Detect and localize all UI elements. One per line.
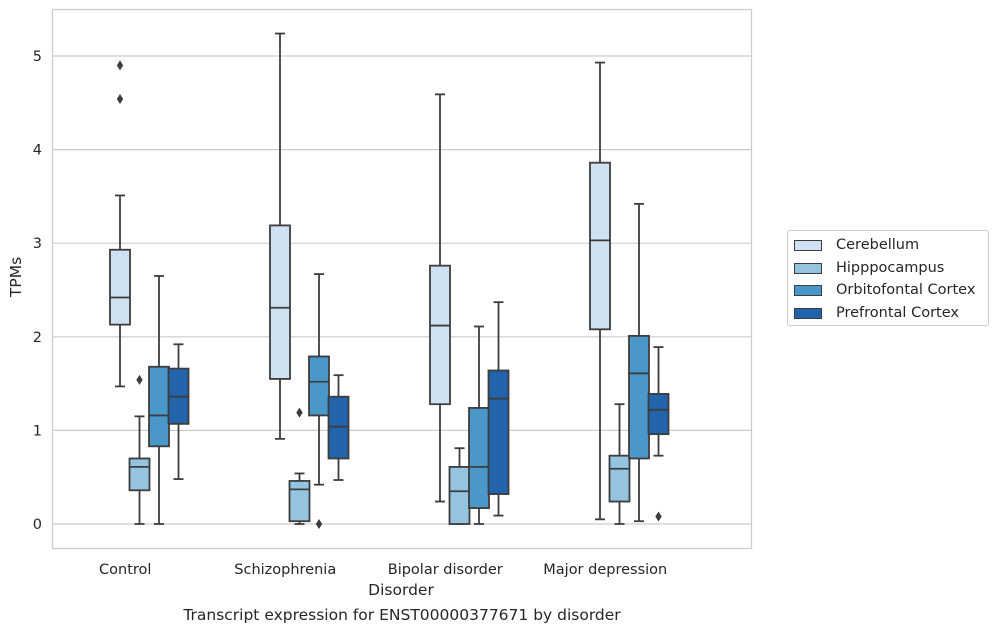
legend-swatch: [794, 284, 822, 296]
x-tick-label: Major depression: [543, 562, 667, 578]
box-iqr: [128, 457, 151, 492]
box-3-2: [628, 202, 650, 523]
x-axis-label: Disorder: [368, 581, 434, 599]
legend-label: Prefrontal Cortex: [836, 305, 959, 321]
box-iqr: [608, 454, 631, 503]
y-tick-label: 3: [33, 236, 42, 252]
box-iqr: [327, 395, 350, 460]
box-2-2: [468, 325, 490, 525]
box-iqr: [148, 365, 170, 448]
outlier-point: [116, 94, 124, 105]
box-3-3: [647, 346, 670, 522]
legend-item-hippocampus: Hipppocampus: [794, 258, 944, 278]
y-tick-label: 4: [33, 143, 42, 159]
box-iqr: [288, 480, 311, 523]
box-1-0: [269, 32, 291, 440]
y-tick-label: 2: [33, 330, 42, 346]
box-iqr: [109, 248, 131, 326]
legend-label: Cerebellum: [836, 237, 920, 253]
legend-swatch: [794, 262, 822, 274]
x-tick-label: Bipolar disorder: [388, 562, 503, 578]
legend-label: Hipppocampus: [836, 260, 945, 276]
legend-swatch: [794, 307, 822, 319]
box-0-0: [109, 60, 131, 388]
box-iqr: [628, 334, 650, 460]
legend-item-prefrontal-cortex: Prefrontal Cortex: [794, 303, 959, 323]
box-0-3: [167, 343, 190, 480]
box-iqr: [589, 161, 611, 331]
box-2-3: [487, 301, 510, 517]
chart-title: Transcript expression for ENST0000037767…: [183, 606, 621, 624]
box-1-2: [308, 273, 330, 529]
outlier-point: [315, 519, 323, 529]
box-iqr: [269, 224, 291, 380]
legend-item-cerebellum: Cerebellum: [794, 235, 919, 255]
outlier-point: [296, 407, 303, 418]
legend: Cerebellum Hipppocampus Orbitofontal Cor…: [787, 230, 989, 326]
legend-item-orbitofrontal-cortex: Orbitofontal Cortex: [794, 280, 975, 300]
box-1-3: [327, 374, 350, 481]
box-iqr: [487, 369, 510, 495]
box-iqr: [468, 407, 490, 509]
x-tick-label: Control: [99, 562, 151, 578]
box-iqr: [647, 392, 670, 436]
y-tick-labels: 0 1 2 3 4 5: [33, 49, 42, 533]
box-plots: [109, 32, 670, 529]
legend-label: Orbitofontal Cortex: [836, 282, 976, 298]
box-iqr: [308, 355, 330, 417]
outlier-point: [116, 60, 124, 71]
plot-frame: [51, 8, 753, 550]
box-2-1: [448, 447, 471, 525]
box-2-0: [429, 93, 451, 503]
outlier-point: [655, 511, 662, 522]
box-0-2: [148, 275, 170, 525]
box-1-1: [288, 407, 311, 525]
x-tick-label: Schizophrenia: [234, 562, 336, 578]
outlier-point: [136, 374, 143, 385]
box-3-1: [608, 403, 631, 525]
legend-swatch: [794, 239, 822, 251]
box-3-0: [589, 61, 611, 521]
x-tick-labels: Control Schizophrenia Bipolar disorder Majo…: [99, 562, 667, 578]
y-tick-label: 0: [33, 517, 42, 533]
box-iqr: [429, 264, 451, 406]
y-tick-label: 1: [33, 423, 42, 439]
box-iqr: [448, 466, 471, 525]
box-0-1: [128, 374, 151, 525]
y-tick-label: 5: [33, 49, 42, 65]
y-axis-label: TPMs: [7, 257, 25, 298]
